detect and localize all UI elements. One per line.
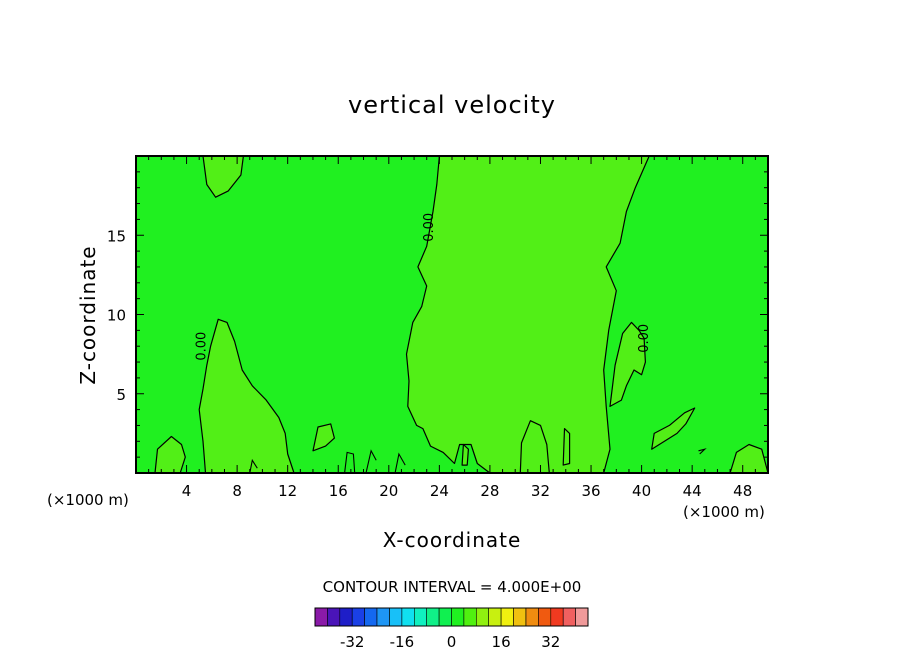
colorbar-swatch	[475, 607, 489, 627]
x-tick-label: 48	[733, 482, 752, 500]
colorbar-swatch	[426, 607, 440, 627]
colorbar-swatch	[327, 607, 341, 627]
contour-lines	[154, 155, 769, 474]
contour-region-8	[312, 423, 335, 452]
x-axis-label: X-coordinate	[383, 528, 522, 552]
colorbar-tick-label: -32	[340, 633, 365, 651]
contour-line-3	[394, 452, 406, 474]
colorbar-frame	[314, 607, 589, 627]
x-tick-label: 24	[430, 482, 449, 500]
colorbar-tick-label: 0	[447, 633, 457, 651]
colorbar-swatch	[314, 607, 328, 627]
contour-label: 0.00	[195, 332, 210, 361]
x-tick-label: 32	[531, 482, 550, 500]
x-tick-label: 40	[632, 482, 651, 500]
x-unit-left: (×1000 m)	[47, 491, 129, 509]
colorbar-tick-label: -16	[390, 633, 415, 651]
colorbar-swatch	[463, 607, 477, 627]
contour-line-1	[344, 451, 356, 474]
contour-region-2	[198, 318, 295, 474]
contour-interval-text: CONTOUR INTERVAL = 4.000E+00	[323, 578, 582, 596]
chart-title: vertical velocity	[348, 91, 556, 119]
colorbar: -32 -16 0 16 32	[314, 607, 589, 651]
contour-region-1	[405, 155, 650, 474]
x-tick-label: 20	[379, 482, 398, 500]
colorbar-swatch	[525, 607, 539, 627]
contour-region-11	[461, 443, 469, 466]
y-tick-label: 15	[107, 227, 126, 245]
colorbar-tick-label: 16	[492, 633, 511, 651]
colorbar-swatch	[575, 607, 589, 627]
x-tick-label: 36	[581, 482, 600, 500]
colorbar-swatch	[401, 607, 415, 627]
colorbar-swatch	[550, 607, 564, 627]
y-tick-label: 5	[116, 386, 126, 404]
contour-region-10	[562, 428, 571, 466]
contour-line-2	[365, 449, 377, 474]
colorbar-swatch	[513, 607, 527, 627]
colorbar-swatch	[488, 607, 502, 627]
y-axis-label: Z-coordinate	[76, 245, 100, 384]
colorbar-swatch	[389, 607, 403, 627]
y-tick-label: 10	[107, 307, 126, 325]
colorbar-swatch	[351, 607, 365, 627]
contour-region-5	[651, 407, 696, 450]
contour-line-5	[698, 448, 707, 455]
x-tick-label: 8	[232, 482, 242, 500]
contour-label: 0.00	[637, 324, 652, 353]
x-unit-right: (×1000 m)	[683, 503, 765, 521]
contour-region-4	[609, 321, 647, 407]
contour-label: 0.00	[422, 213, 437, 242]
colorbar-swatch	[376, 607, 390, 627]
colorbar-swatch	[413, 607, 427, 627]
x-tick-label: 16	[329, 482, 348, 500]
colorbar-swatch	[438, 607, 452, 627]
contour-labels: 0.00 0.00 0.00	[195, 213, 652, 361]
x-tick-label: 44	[683, 482, 702, 500]
colorbar-swatch	[364, 607, 378, 627]
colorbar-swatch	[562, 607, 576, 627]
x-tick-label: 4	[182, 482, 192, 500]
colorbar-swatch	[500, 607, 514, 627]
colorbar-swatch	[451, 607, 465, 627]
x-tick-label: 12	[278, 482, 297, 500]
colorbar-swatch	[538, 607, 552, 627]
x-tick-label: 28	[480, 482, 499, 500]
colorbar-swatch	[339, 607, 353, 627]
colorbar-tick-label: 32	[541, 633, 560, 651]
contour-line-4	[249, 458, 258, 474]
